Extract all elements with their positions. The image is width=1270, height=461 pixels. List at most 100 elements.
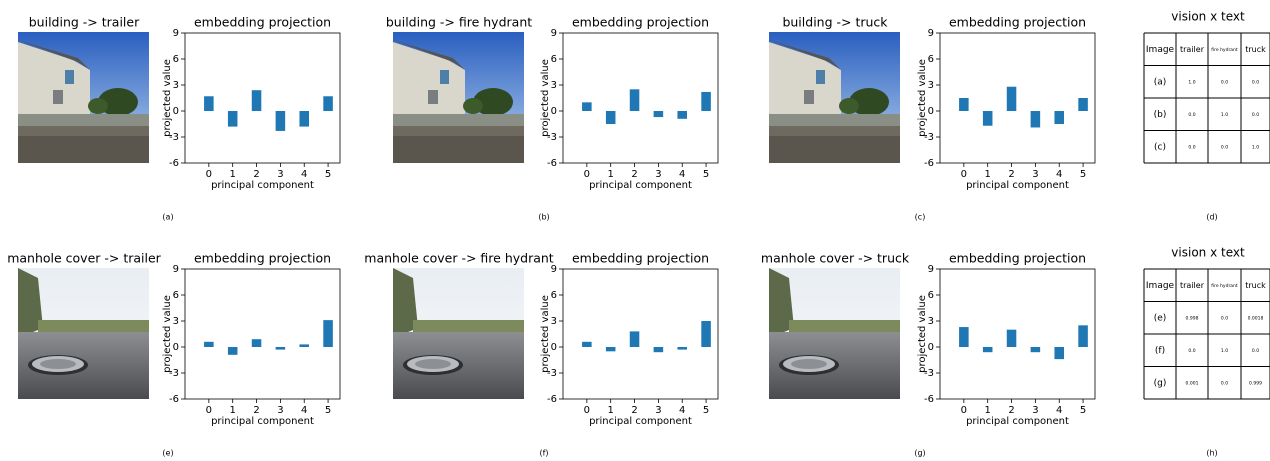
- y-tick-label: -6: [169, 394, 179, 405]
- axes-frame: [562, 32, 719, 164]
- bar: [582, 102, 592, 111]
- y-tick-label: 0: [928, 106, 934, 117]
- x-tick-label: 3: [1032, 169, 1038, 180]
- bar: [275, 111, 286, 131]
- bar: [1006, 329, 1017, 347]
- x-tick-label: 5: [325, 169, 331, 180]
- y-tick-label: 0: [173, 106, 179, 117]
- axes-frame: [184, 268, 341, 400]
- chart-title: embedding projection: [949, 251, 1086, 266]
- x-tick-label: 2: [253, 405, 259, 416]
- y-tick-label: 3: [173, 80, 179, 91]
- x-axis-label: principal component: [211, 416, 314, 427]
- caption: (c): [915, 213, 926, 222]
- y-axis-label: projected value: [162, 295, 173, 373]
- axes-frame: [562, 268, 719, 400]
- photo: [18, 32, 149, 163]
- x-tick-label: 0: [961, 405, 967, 416]
- bar: [204, 341, 214, 347]
- chart-title: embedding projection: [949, 15, 1086, 30]
- bar: [299, 111, 309, 127]
- bar: [677, 111, 687, 119]
- x-tick-label: 1: [985, 169, 991, 180]
- table-cell: 0.0: [1252, 112, 1259, 118]
- table-header: truck: [1245, 281, 1266, 290]
- y-tick-label: 3: [928, 316, 934, 327]
- bar: [605, 347, 616, 352]
- x-tick-label: 4: [301, 405, 307, 416]
- photo: [769, 268, 900, 399]
- table-cell: 1.0: [1252, 144, 1259, 150]
- caption: (d): [1206, 213, 1217, 222]
- x-tick-label: 5: [703, 405, 709, 416]
- y-axis-label: projected value: [162, 59, 173, 137]
- table-title: vision x text: [1171, 246, 1245, 260]
- table-title: vision x text: [1171, 10, 1245, 24]
- table-header: fire hydrant: [1211, 47, 1238, 53]
- x-axis-label: principal component: [589, 180, 692, 191]
- bar: [629, 89, 640, 111]
- caption: (a): [162, 213, 173, 222]
- chart-title: embedding projection: [572, 15, 709, 30]
- bar: [1030, 111, 1041, 128]
- bar: [959, 327, 969, 347]
- caption: (f): [539, 449, 548, 458]
- x-tick-label: 3: [277, 405, 283, 416]
- y-axis-label: projected value: [540, 295, 551, 373]
- bar: [227, 347, 238, 355]
- x-tick-label: 4: [301, 169, 307, 180]
- bar: [251, 339, 262, 347]
- table-cell: 1.0: [1221, 348, 1228, 354]
- axes-frame: [184, 32, 341, 164]
- axes-frame: [939, 32, 1096, 164]
- table-header: truck: [1245, 45, 1266, 54]
- x-axis-label: principal component: [966, 180, 1069, 191]
- caption: (g): [914, 449, 925, 458]
- table-cell: (c): [1154, 142, 1166, 152]
- bar: [1078, 325, 1088, 347]
- table-cell: 0.999: [1249, 380, 1262, 386]
- caption: (e): [162, 449, 173, 458]
- table-cell: (g): [1154, 378, 1167, 388]
- table-cell: 0.0: [1188, 112, 1195, 118]
- table-cell: 0.0: [1252, 348, 1259, 354]
- x-tick-label: 2: [253, 169, 259, 180]
- x-tick-label: 0: [584, 405, 590, 416]
- table-header: Image: [1146, 281, 1175, 291]
- y-tick-label: 9: [173, 28, 179, 39]
- bar: [1054, 111, 1064, 124]
- y-tick-label: -3: [547, 368, 557, 379]
- x-tick-label: 3: [655, 169, 661, 180]
- x-tick-label: 4: [1056, 169, 1062, 180]
- y-tick-label: 9: [173, 264, 179, 275]
- image-title: manhole cover -> fire hydrant: [364, 251, 554, 266]
- x-tick-label: 5: [1080, 405, 1086, 416]
- table-cell: 0.0: [1188, 144, 1195, 150]
- x-tick-label: 5: [325, 405, 331, 416]
- bar: [677, 347, 687, 350]
- y-tick-label: -3: [169, 368, 179, 379]
- table-cell: 1.0: [1221, 112, 1228, 118]
- x-tick-label: 0: [206, 405, 212, 416]
- image-title: building -> fire hydrant: [386, 15, 532, 30]
- bar: [323, 320, 333, 347]
- y-tick-label: 9: [551, 28, 557, 39]
- y-tick-label: 0: [551, 106, 557, 117]
- x-tick-label: 4: [679, 169, 685, 180]
- photo: [393, 268, 524, 399]
- x-tick-label: 3: [277, 169, 283, 180]
- y-tick-label: -6: [547, 158, 557, 169]
- y-tick-label: 3: [928, 80, 934, 91]
- table-cell: 0.998: [1186, 315, 1199, 321]
- x-tick-label: 1: [230, 169, 236, 180]
- x-tick-label: 5: [703, 169, 709, 180]
- y-tick-label: 0: [551, 342, 557, 353]
- x-tick-label: 1: [985, 405, 991, 416]
- bar: [1006, 86, 1017, 111]
- y-tick-label: 0: [173, 342, 179, 353]
- y-tick-label: 9: [928, 264, 934, 275]
- x-tick-label: 5: [1080, 169, 1086, 180]
- y-tick-label: -6: [169, 158, 179, 169]
- y-tick-label: -3: [924, 368, 934, 379]
